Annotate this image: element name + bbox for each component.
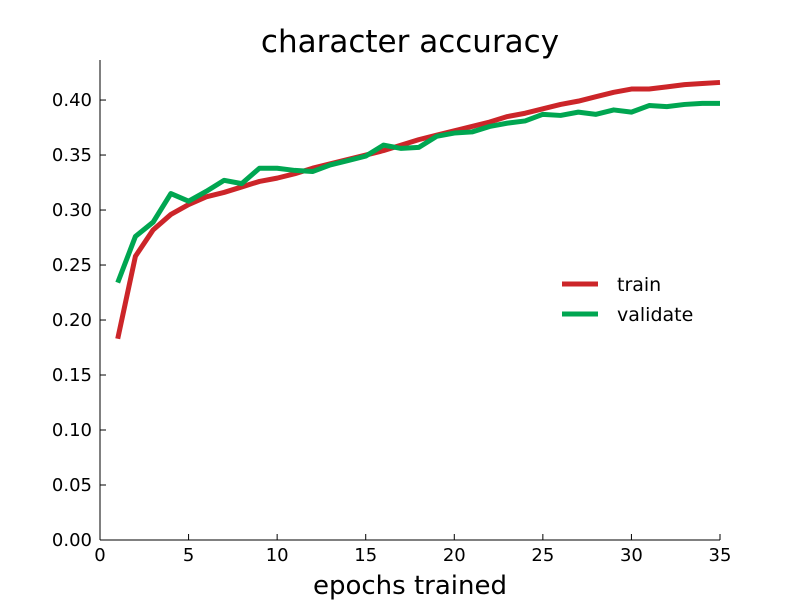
chart-title: character accuracy: [261, 24, 559, 60]
x-tick-label: 10: [266, 545, 289, 566]
y-tick-label: 0.00: [52, 530, 92, 551]
y-tick-label: 0.10: [52, 420, 92, 441]
legend-label-train: train: [617, 274, 661, 296]
series-line-validate: [115, 100, 720, 284]
x-axis-title: epochs trained: [313, 571, 507, 600]
x-tick-label: 30: [620, 545, 643, 566]
y-tick-label: 0.30: [52, 200, 92, 221]
legend: train validate: [562, 274, 693, 326]
x-tick-label: 35: [709, 545, 732, 566]
y-tick-label: 0.40: [52, 90, 92, 111]
x-tick-label: 5: [183, 545, 194, 566]
x-tick-label: 15: [354, 545, 377, 566]
y-tick-label: 0.25: [52, 255, 92, 276]
y-axis-ticks: 0.00 0.05 0.10 0.15 0.20 0.25 0.30 0.35 0.40: [52, 90, 106, 551]
x-tick-label: 0: [94, 545, 105, 566]
y-tick-label: 0.35: [52, 145, 92, 166]
legend-label-validate: validate: [617, 304, 693, 326]
x-axis-ticks: 0 5 10 15 20 25 30 35: [94, 534, 731, 566]
series-layer: [115, 79, 721, 340]
y-tick-label: 0.15: [52, 365, 92, 386]
y-tick-label: 0.20: [52, 310, 92, 331]
y-tick-label: 0.05: [52, 475, 92, 496]
x-tick-label: 25: [531, 545, 554, 566]
series-line-train: [115, 79, 721, 340]
x-tick-label: 20: [443, 545, 466, 566]
